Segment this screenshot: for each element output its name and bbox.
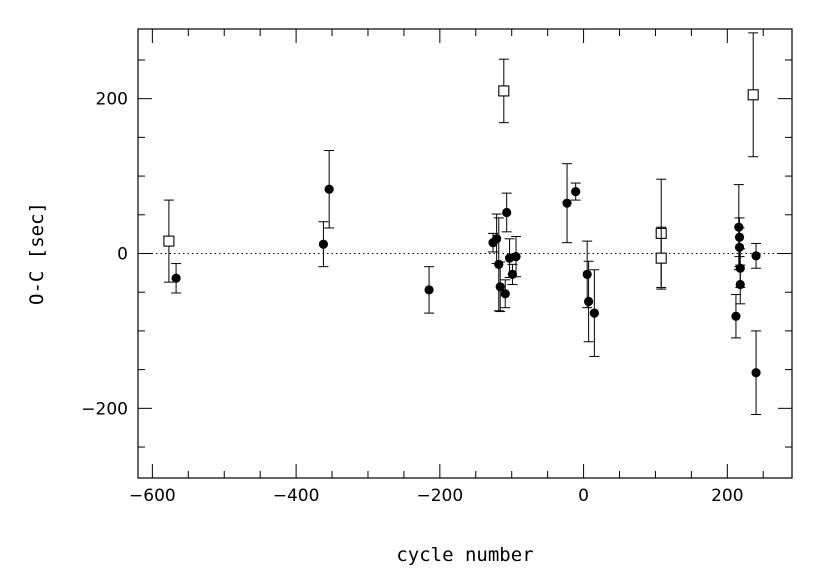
filled-circle-marker [424,285,434,295]
y-tick-label: −200 [81,399,128,419]
filled-circle-marker [495,282,505,292]
filled-circle-point [730,294,741,339]
open-square-point [498,58,510,124]
filled-circle-marker [502,207,512,218]
filled-circle-point [491,213,502,265]
x-tick-label: 0 [578,486,589,506]
filled-circle-point [751,242,762,269]
filled-circle-marker [171,273,181,283]
filled-circle-marker [571,186,581,197]
filled-circle-point [501,192,512,233]
open-square-point [163,199,175,283]
open-square-point [655,226,667,290]
filled-circle-marker [582,269,592,280]
filled-circle-marker [735,279,745,290]
x-axis-title: cycle number [396,544,533,566]
open-square-point [747,32,759,158]
filled-circle-point [589,269,600,357]
filled-circle-marker [324,184,334,194]
y-tick-label: 200 [96,90,128,110]
filled-circle-marker [562,198,572,208]
filled-circle-marker [751,368,761,378]
axis-ticks [138,29,792,478]
filled-circle-point [511,235,522,278]
axis-tick-labels: −600 −400 −200 0 200 −200 0 200 [81,90,743,506]
filled-circle-marker [589,308,599,318]
filled-circle-point [171,263,182,294]
open-square-marker [498,85,510,97]
filled-circle-point [570,182,581,201]
x-tick-label: −400 [273,486,320,506]
filled-circle-point [734,227,745,268]
filled-circle-point [582,240,593,309]
filled-circle-marker [494,259,504,269]
y-axis-title: O-C [sec] [26,202,48,305]
filled-circle-marker [731,311,741,321]
filled-circle-point [583,260,594,343]
x-tick-label: 200 [711,486,743,506]
filled-circle-point [318,221,329,268]
filled-circle-point [324,150,335,229]
filled-circle-point [562,163,573,244]
filled-circle-point [424,266,435,314]
filled-circle-point [500,279,511,309]
x-tick-label: −600 [129,486,176,506]
filled-circle-marker [318,239,329,249]
filled-circle-point [751,330,762,416]
filled-circle-point [735,264,746,305]
y-tick-label: 0 [117,245,128,265]
plot-frame [137,28,793,479]
open-square-marker [655,252,667,264]
open-square-marker [163,235,175,247]
open-square-marker [747,89,759,101]
filled-circle-marker [751,251,761,261]
filled-circle-marker [584,296,594,307]
filled-circle-marker [734,222,744,232]
filled-circle-point [495,261,506,313]
filled-circle-marker [511,251,521,262]
x-tick-label: −200 [416,486,463,506]
data-marks [163,32,762,416]
filled-circle-marker [500,289,510,299]
filled-circle-marker [734,242,745,252]
filled-circle-point [733,184,744,271]
filled-circle-marker [492,234,502,244]
